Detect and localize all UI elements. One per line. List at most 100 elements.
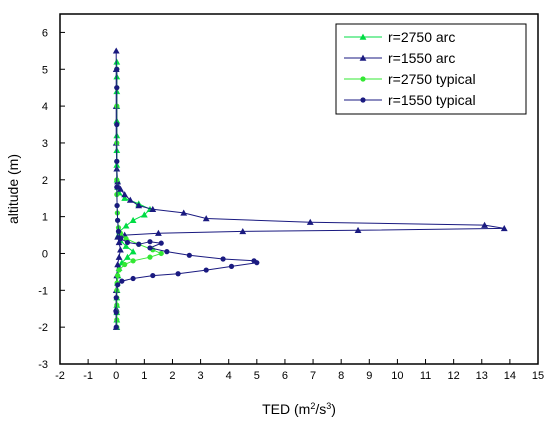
data-point	[175, 271, 181, 277]
data-point	[114, 202, 120, 209]
data-point	[119, 278, 125, 284]
legend-entry: r=1550 typical	[344, 92, 476, 108]
y-tick-label: -1	[38, 285, 48, 297]
x-axis-label-end: )	[331, 401, 336, 417]
data-point	[121, 194, 129, 201]
x-axis-label-main: TED (m	[262, 401, 310, 417]
data-point	[122, 261, 128, 268]
data-point	[114, 121, 120, 128]
data-point	[114, 66, 120, 72]
series-layer	[112, 47, 508, 330]
x-axis-label: TED (m2/s3)	[262, 401, 336, 417]
x-tick-label: 8	[338, 370, 344, 382]
x-axis-label-sup1: 2	[310, 401, 315, 411]
x-tick-label: 11	[420, 370, 431, 382]
data-point	[112, 47, 120, 54]
x-tick-label: 1	[141, 370, 147, 382]
data-point	[130, 258, 136, 264]
data-point	[135, 202, 143, 209]
data-point	[140, 211, 148, 218]
x-axis-label-sup2: 3	[326, 401, 331, 411]
x-tick-label: 2	[169, 370, 175, 382]
x-axis-ticks: -2 -1 0 1 2 3 4 5 6 7 8 9 10 11 12 13 14 15	[55, 359, 544, 382]
data-point	[251, 258, 257, 264]
data-point	[114, 158, 120, 164]
data-point	[124, 253, 131, 260]
data-point	[122, 222, 130, 229]
data-point	[158, 240, 164, 246]
data-point	[147, 239, 153, 245]
y-tick-label: -3	[38, 359, 48, 371]
legend-marker	[359, 54, 367, 61]
data-point	[115, 228, 122, 234]
x-tick-label: 15	[532, 370, 544, 382]
legend-marker	[360, 97, 366, 103]
y-tick-label: 1	[42, 212, 48, 224]
x-tick-label: 13	[476, 370, 488, 382]
plot-frame	[59, 13, 539, 365]
series-0	[113, 58, 154, 330]
data-point	[164, 249, 170, 255]
data-point	[136, 241, 142, 247]
data-point	[114, 85, 120, 91]
data-point	[500, 225, 508, 232]
legend-label: r=1550 arc	[388, 50, 455, 66]
data-point	[150, 272, 156, 279]
data-point	[147, 254, 153, 260]
x-tick-label: 4	[226, 370, 232, 382]
legend: r=2750 arc r=1550 arc r=2750 typical r=1550…	[335, 23, 527, 115]
data-point	[113, 58, 121, 65]
data-point	[115, 217, 121, 223]
data-point	[122, 242, 130, 249]
x-tick-label: 7	[310, 370, 316, 382]
x-axis-label-mid: /s	[315, 401, 326, 417]
y-axis-ticks: -3 -2 -1 0 1 2 3 4 5 6	[38, 27, 65, 371]
data-point	[306, 218, 314, 225]
x-tick-label: 9	[366, 370, 372, 382]
data-point	[113, 324, 119, 330]
data-point	[113, 295, 119, 301]
data-point	[228, 263, 235, 269]
data-point	[117, 185, 124, 192]
data-point	[149, 205, 157, 212]
data-point	[129, 216, 137, 224]
series-line	[115, 69, 259, 328]
legend-entry: r=1550 arc	[344, 50, 455, 66]
legend-label: r=1550 typical	[388, 92, 476, 108]
data-point	[114, 184, 120, 190]
y-tick-label: 6	[42, 27, 48, 39]
y-tick-label: 2	[42, 175, 48, 187]
data-point	[202, 215, 210, 222]
data-point	[116, 267, 122, 273]
data-point	[203, 267, 209, 273]
data-point	[114, 261, 122, 268]
y-tick-label: 4	[42, 101, 48, 113]
data-point	[115, 253, 123, 260]
legend-box	[335, 23, 527, 115]
data-point	[117, 246, 124, 253]
data-point	[481, 221, 488, 228]
data-point	[354, 226, 362, 233]
data-point	[114, 317, 120, 323]
legend-marker	[359, 33, 367, 40]
data-point	[220, 256, 226, 262]
data-point	[115, 282, 121, 288]
series-3	[113, 66, 260, 330]
legend-marker	[360, 76, 366, 82]
data-point	[114, 302, 120, 308]
x-tick-label: 0	[113, 370, 119, 382]
legend-label: r=2750 typical	[388, 71, 476, 87]
x-tick-label: 14	[504, 370, 516, 382]
data-point	[155, 229, 162, 236]
data-point	[117, 236, 124, 242]
data-point	[124, 239, 131, 246]
data-point	[147, 245, 153, 251]
data-point	[121, 191, 129, 198]
legend-entry: r=2750 typical	[344, 71, 476, 87]
data-point	[130, 275, 136, 282]
data-point	[129, 248, 137, 255]
data-point	[115, 239, 123, 246]
data-point	[239, 227, 247, 235]
data-point	[115, 272, 121, 279]
